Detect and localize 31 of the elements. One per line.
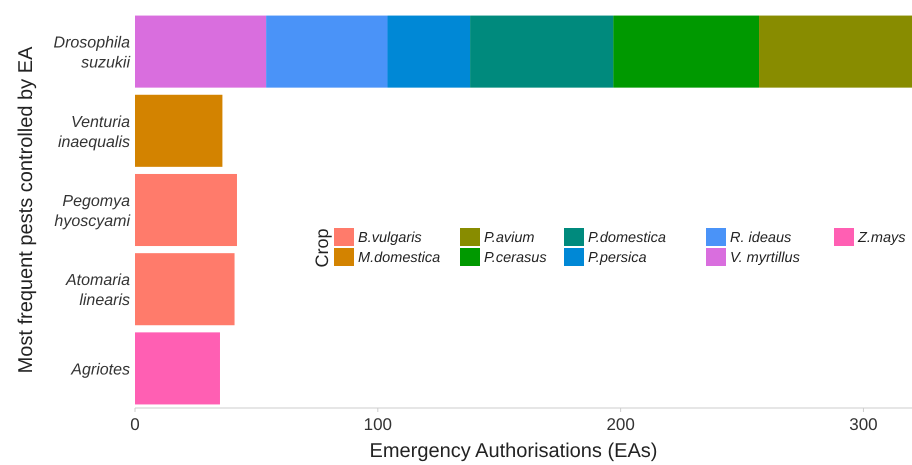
legend-label: M.domestica bbox=[358, 250, 440, 266]
bar bbox=[266, 16, 388, 88]
bar bbox=[759, 16, 912, 88]
legend-label: B.vulgaris bbox=[358, 230, 422, 246]
x-axis-title: Emergency Authorisations (EAs) bbox=[370, 440, 658, 462]
legend-label: V. myrtillus bbox=[730, 250, 800, 266]
x-tick-label: 100 bbox=[364, 415, 392, 434]
x-tick-label: 300 bbox=[849, 415, 878, 434]
bar bbox=[135, 174, 237, 246]
bar bbox=[135, 16, 266, 88]
y-tick-label: Pegomya hyoscyami bbox=[54, 193, 130, 230]
legend-label: Z.mays bbox=[857, 230, 906, 246]
y-axis-title: Most frequent pests controlled by EA bbox=[15, 46, 37, 374]
legend-label: P.avium bbox=[484, 230, 535, 246]
y-tick-label: Atomaria linearis bbox=[64, 272, 130, 310]
bar bbox=[135, 332, 220, 404]
bar bbox=[470, 16, 614, 88]
y-tick-label: Agriotes bbox=[70, 361, 130, 378]
y-tick-label: Drosophila suzukii bbox=[54, 34, 130, 72]
legend-label: P.cerasus bbox=[484, 250, 547, 266]
bar bbox=[388, 16, 470, 88]
bar bbox=[135, 253, 235, 326]
legend-label: R. ideaus bbox=[730, 230, 792, 246]
y-tick-label: Venturia inaequalis bbox=[58, 114, 130, 151]
legend-title: Crop bbox=[312, 228, 332, 268]
x-tick-label: 0 bbox=[130, 415, 140, 434]
legend-label: P.persica bbox=[588, 250, 647, 266]
bar bbox=[613, 16, 760, 88]
bar bbox=[135, 94, 222, 167]
x-tick-label: 200 bbox=[606, 415, 635, 434]
legend-label: P.domestica bbox=[588, 230, 666, 246]
